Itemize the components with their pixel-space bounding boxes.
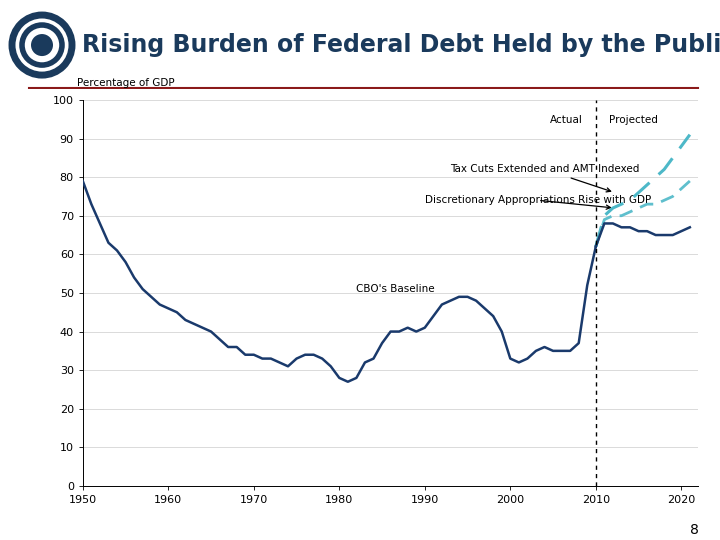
Text: CBO's Baseline: CBO's Baseline <box>356 284 435 294</box>
Text: Tax Cuts Extended and AMT Indexed: Tax Cuts Extended and AMT Indexed <box>451 164 640 192</box>
Text: Discretionary Appropriations Rise with GDP: Discretionary Appropriations Rise with G… <box>425 195 651 209</box>
Circle shape <box>31 34 53 56</box>
Circle shape <box>27 30 57 60</box>
Text: Projected: Projected <box>608 116 657 125</box>
Text: Percentage of GDP: Percentage of GDP <box>76 78 174 89</box>
Text: Actual: Actual <box>550 116 583 125</box>
Text: 8: 8 <box>690 523 698 537</box>
Circle shape <box>17 20 67 70</box>
Text: Rising Burden of Federal Debt Held by the Public: Rising Burden of Federal Debt Held by th… <box>82 33 720 57</box>
